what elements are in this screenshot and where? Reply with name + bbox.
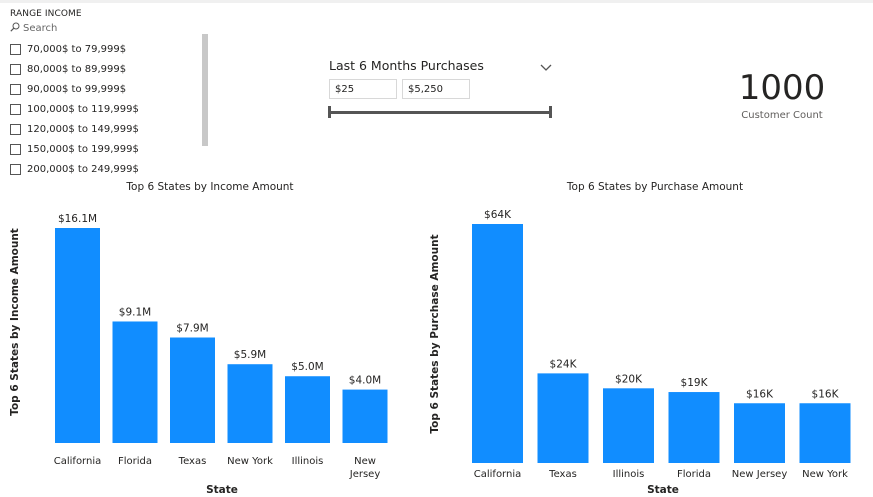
range-max-input[interactable]: $5,250 bbox=[402, 79, 470, 99]
checkbox[interactable] bbox=[10, 43, 21, 55]
income-range-slicer: RANGE INCOME Search 70,000$ to 79,999$ 8… bbox=[6, 6, 208, 176]
range-max-handle[interactable] bbox=[549, 106, 552, 118]
purchase-range-slider: Last 6 Months Purchases $25 $5,250 bbox=[326, 55, 558, 125]
checkbox[interactable] bbox=[10, 63, 21, 75]
data-label: $16K bbox=[746, 388, 774, 400]
card-label: Customer Count bbox=[741, 110, 823, 121]
x-tick-label: Florida bbox=[677, 469, 711, 480]
scrollbar-thumb[interactable] bbox=[202, 34, 208, 146]
data-label: $24K bbox=[550, 358, 578, 370]
slicer-item-label: 100,000$ to 119,999$ bbox=[27, 103, 139, 115]
bar bbox=[537, 373, 589, 463]
top-border bbox=[0, 0, 873, 3]
bar bbox=[799, 403, 851, 463]
slicer-item-label: 120,000$ to 149,999$ bbox=[27, 123, 139, 135]
x-tick-label: Jersey bbox=[349, 469, 381, 480]
x-tick-label: Illinois bbox=[292, 456, 324, 467]
range-track[interactable] bbox=[329, 111, 551, 114]
slicer-item-label: 90,000$ to 99,999$ bbox=[27, 83, 127, 95]
range-min-input[interactable]: $25 bbox=[329, 79, 397, 99]
range-slider-title: Last 6 Months Purchases bbox=[329, 58, 484, 73]
chevron-down-icon[interactable] bbox=[539, 58, 553, 71]
checkbox[interactable] bbox=[10, 143, 21, 155]
x-tick-label: New Jersey bbox=[732, 469, 788, 480]
slicer-item-label: 80,000$ to 89,999$ bbox=[27, 63, 127, 75]
x-tick-label: Texas bbox=[548, 469, 577, 480]
slicer-item[interactable]: 200,000$ to 249,999$ bbox=[10, 159, 200, 179]
slicer-item-label: 70,000$ to 79,999$ bbox=[27, 43, 127, 55]
slicer-item[interactable]: 100,000$ to 119,999$ bbox=[10, 99, 200, 119]
x-tick-label: California bbox=[474, 469, 522, 480]
bar bbox=[170, 337, 215, 443]
slicer-item[interactable]: 120,000$ to 149,999$ bbox=[10, 119, 200, 139]
x-axis-title: State bbox=[206, 484, 238, 496]
card-value: 1000 bbox=[738, 68, 826, 108]
slicer-title: RANGE INCOME bbox=[10, 9, 82, 19]
bar bbox=[112, 321, 158, 443]
bar bbox=[55, 228, 100, 443]
x-tick-label: Illinois bbox=[613, 469, 645, 480]
x-tick-label: Texas bbox=[178, 456, 207, 467]
data-label: $4.0M bbox=[349, 375, 381, 387]
bar bbox=[734, 403, 785, 463]
data-label: $16K bbox=[812, 388, 840, 400]
x-tick-label: New York bbox=[227, 456, 273, 467]
y-axis-title: Top 6 States by Income Amount bbox=[9, 228, 21, 416]
income-chart-title: Top 6 States by Income Amount bbox=[126, 181, 294, 193]
bar bbox=[342, 389, 388, 443]
slicer-scrollbar[interactable] bbox=[202, 34, 208, 146]
slicer-item[interactable]: 70,000$ to 79,999$ bbox=[10, 39, 200, 59]
slicer-item[interactable]: 80,000$ to 89,999$ bbox=[10, 59, 200, 79]
bar bbox=[285, 376, 330, 443]
data-label: $19K bbox=[681, 377, 709, 389]
data-label: $20K bbox=[615, 373, 643, 385]
y-axis-title: Top 6 States by Purchase Amount bbox=[429, 234, 441, 433]
x-tick-label: New bbox=[354, 456, 376, 467]
bar bbox=[227, 364, 273, 443]
bar bbox=[668, 392, 720, 463]
range-min-handle[interactable] bbox=[328, 106, 331, 118]
x-tick-label: Florida bbox=[118, 456, 152, 467]
x-tick-label: California bbox=[54, 456, 102, 467]
checkbox[interactable] bbox=[10, 123, 21, 135]
purchase-chart-title: Top 6 States by Purchase Amount bbox=[566, 181, 744, 193]
data-label: $16.1M bbox=[58, 213, 97, 225]
x-tick-label: New York bbox=[802, 469, 848, 480]
slicer-item-label: 200,000$ to 249,999$ bbox=[27, 163, 139, 175]
slicer-list: 70,000$ to 79,999$ 80,000$ to 89,999$ 90… bbox=[10, 39, 200, 179]
data-label: $5.9M bbox=[234, 349, 266, 361]
data-label: $64K bbox=[484, 209, 512, 221]
search-placeholder: Search bbox=[23, 22, 58, 34]
slicer-search[interactable]: Search bbox=[10, 21, 57, 35]
data-label: $5.0M bbox=[291, 361, 323, 373]
customer-count-card: 1000 Customer Count bbox=[728, 66, 836, 130]
checkbox[interactable] bbox=[10, 83, 21, 95]
x-axis-title: State bbox=[647, 484, 679, 496]
slicer-item-label: 150,000$ to 199,999$ bbox=[27, 143, 139, 155]
checkbox[interactable] bbox=[10, 163, 21, 175]
slicer-item[interactable]: 150,000$ to 199,999$ bbox=[10, 139, 200, 159]
search-icon bbox=[10, 22, 23, 35]
bar bbox=[603, 388, 654, 463]
data-label: $9.1M bbox=[119, 306, 151, 318]
slicer-item[interactable]: 90,000$ to 99,999$ bbox=[10, 79, 200, 99]
bar bbox=[472, 224, 523, 463]
data-label: $7.9M bbox=[176, 323, 208, 335]
checkbox[interactable] bbox=[10, 103, 21, 115]
